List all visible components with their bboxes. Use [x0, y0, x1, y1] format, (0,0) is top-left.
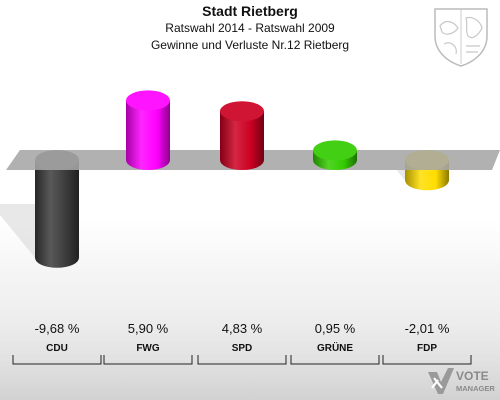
bar-fwg: [126, 90, 170, 170]
bar-spd: [220, 101, 264, 170]
category-label-gr-ne: GRÜNE: [317, 341, 353, 354]
chart-floor-layer: [0, 280, 500, 400]
category-bracket-gr-ne: [290, 355, 380, 365]
value-label-gr-ne: 0,95 %: [315, 321, 356, 336]
category-bracket-cdu: [12, 355, 102, 365]
category-label-spd: SPD: [232, 343, 253, 354]
category-bracket-fwg: [103, 355, 193, 365]
bars-above-baseline: [126, 90, 357, 170]
category-label-fdp: FDP: [417, 343, 437, 354]
vote-manager-logo: VOTE MANAGER: [428, 368, 495, 394]
chart-subtitle-2: Gewinne und Verluste Nr.12 Rietberg: [150, 38, 350, 52]
category-label-fwg: FWG: [136, 343, 160, 354]
value-label-fwg: 5,90 %: [128, 321, 169, 336]
logo-text-manager: MANAGER: [456, 384, 495, 393]
chart-labels: -9,68 % CDU 5,90 % FWG 4,83 % SPD 0,95 % GRÜNE -…: [35, 321, 450, 354]
bar-gr-ne: [313, 140, 357, 170]
logo-text-vote: VOTE: [456, 369, 489, 383]
chart-subtitle: Ratswahl 2014 - Ratswahl 2009: [165, 21, 335, 35]
chart-title: Stadt Rietberg: [202, 3, 298, 19]
coat-of-arms-icon: [434, 8, 488, 67]
value-label-cdu: -9,68 %: [35, 321, 80, 336]
category-bracket-fdp: [382, 355, 472, 365]
category-brackets: [12, 355, 472, 365]
category-label-cdu: CDU: [46, 343, 68, 354]
value-label-spd: 4,83 %: [222, 321, 263, 336]
value-label-fdp: -2,01 %: [405, 321, 450, 336]
category-bracket-spd: [197, 355, 287, 365]
